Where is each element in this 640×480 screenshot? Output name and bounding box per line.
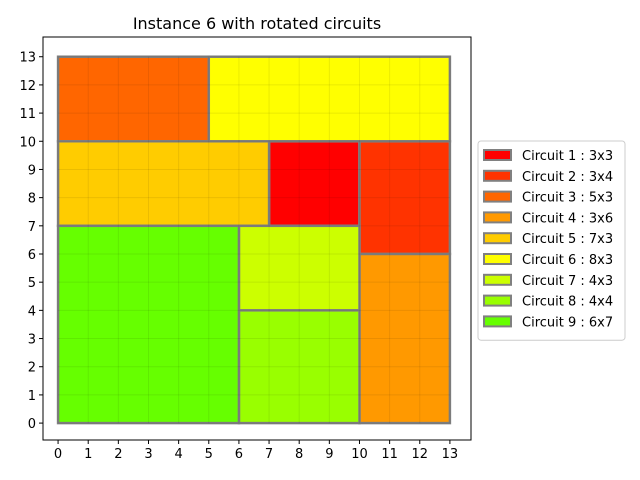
x-tick-label: 5 <box>205 447 213 462</box>
x-tick-label: 8 <box>295 447 303 462</box>
legend-label-circuit-2: Circuit 2 : 3x4 <box>522 170 613 185</box>
chart-title: Instance 6 with rotated circuits <box>133 14 381 33</box>
legend-label-circuit-4: Circuit 4 : 3x6 <box>522 211 613 226</box>
legend-label-circuit-5: Circuit 5 : 7x3 <box>522 232 613 247</box>
circuit-9-rect <box>56 224 241 425</box>
x-tick-label: 7 <box>265 447 273 462</box>
legend-label-circuit-9: Circuit 9 : 6x7 <box>522 315 613 330</box>
y-tick-label: 0 <box>28 417 36 432</box>
y-tick-label: 8 <box>28 192 36 207</box>
x-tick-label: 1 <box>84 447 92 462</box>
y-tick-label: 5 <box>28 276 36 291</box>
grid-overlay <box>57 56 451 424</box>
legend-label-circuit-8: Circuit 8 : 4x4 <box>522 295 613 310</box>
legend-swatch-circuit-6 <box>483 253 512 265</box>
y-tick-label: 4 <box>28 304 36 319</box>
circuit-2-rect <box>358 140 452 256</box>
x-tick-label: 9 <box>325 447 333 462</box>
circuit-3-rect <box>56 55 211 143</box>
circuit-rectangles <box>56 55 452 425</box>
legend-box <box>477 140 626 341</box>
y-tick-label: 3 <box>28 333 36 348</box>
x-tick-label: 11 <box>381 447 398 462</box>
circuit-8-rect <box>237 309 361 425</box>
y-tick-label: 11 <box>19 107 36 122</box>
legend-swatch-circuit-4 <box>483 211 512 224</box>
circuit-4-rect <box>358 252 452 425</box>
legend-swatch-circuit-7 <box>483 273 512 286</box>
y-tick-label: 6 <box>28 248 36 263</box>
legend: Circuit 1 : 3x3 Circuit 2 : 3x4 Circuit 3 … <box>477 140 626 341</box>
circuit-7-rect <box>237 224 361 312</box>
legend-swatch-circuit-1 <box>483 149 512 161</box>
legend-swatch-circuit-5 <box>483 232 512 245</box>
x-tick-label: 12 <box>411 447 428 462</box>
legend-swatch-circuit-8 <box>483 294 512 307</box>
legend-swatch-circuit-2 <box>483 169 512 182</box>
plot-frame <box>42 36 472 441</box>
legend-swatch-circuit-3 <box>483 190 512 203</box>
legend-label-circuit-7: Circuit 7 : 4x3 <box>522 274 613 289</box>
y-tick-label: 13 <box>19 51 36 66</box>
x-tick-label: 6 <box>235 447 243 462</box>
x-tick-label: 2 <box>114 447 122 462</box>
legend-label-circuit-1: Circuit 1 : 3x3 <box>522 149 613 164</box>
x-tick-label: 3 <box>144 447 152 462</box>
y-tick-label: 10 <box>19 135 36 150</box>
y-tick-label: 12 <box>19 79 36 94</box>
y-tick-label: 9 <box>28 163 36 178</box>
x-tick-label: 4 <box>174 447 182 462</box>
legend-label-circuit-6: Circuit 6 : 8x3 <box>522 253 613 268</box>
x-tick-label: 0 <box>54 447 62 462</box>
circuit-5-rect <box>56 140 271 228</box>
y-tick-label: 1 <box>28 389 36 404</box>
circuit-6-rect <box>207 55 452 143</box>
legend-swatch-circuit-9 <box>483 315 512 328</box>
x-tick-label: 10 <box>351 447 368 462</box>
legend-label-circuit-3: Circuit 3 : 5x3 <box>522 191 613 206</box>
circuit-1-rect <box>267 140 361 228</box>
y-tick-label: 2 <box>28 361 36 376</box>
y-tick-label: 7 <box>28 220 36 235</box>
x-tick-label: 13 <box>442 447 459 462</box>
